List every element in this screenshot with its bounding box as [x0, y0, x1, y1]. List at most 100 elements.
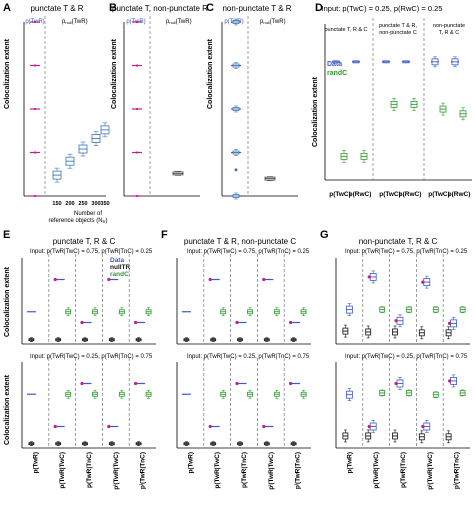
panel-f-input-bottom: Input: p(TwR|TwC) = 0.25, p(TwR|TnC) = 0…: [187, 354, 310, 360]
panel-d-sub3a: non-punctate: [433, 23, 465, 29]
panel-c-pnull-rest: (TwR): [270, 19, 286, 25]
panel-b-pnull-p: p: [166, 19, 170, 25]
panel-d-xtick-3: p(RwC): [399, 191, 422, 198]
panel-c-pnull-p: p: [260, 19, 264, 25]
panel-a-ptwr-dot-0: [33, 20, 37, 24]
panel-d-xtick-5: p(RwC): [448, 191, 471, 198]
panel-e-b-marker-4: [134, 381, 138, 386]
panel-f-xtick-1: p(TwR|TwC): [214, 452, 221, 489]
panel-letter-b: B: [109, 2, 117, 14]
panel-letter-g: G: [320, 229, 329, 241]
panel-f-marker-3: [262, 277, 266, 282]
panel-e-title: punctate T, R & C: [53, 237, 116, 246]
panel-e-xtick-0: p(TwR): [32, 452, 39, 474]
panel-f-xtick-4: pⁱ(TwR|TnC): [293, 452, 302, 489]
panel-f-marker-1: [208, 277, 212, 282]
panel-a-ptwr-dot-1: [33, 64, 37, 67]
panel-e-xtick-1: p(TwR|TwC): [59, 452, 66, 489]
panel-e-marker-1: [53, 277, 57, 282]
panel-a-xtick-4: 350: [100, 201, 109, 207]
panel-a-xlabel-2: reference objects (NR): [49, 218, 108, 224]
panel-b-ptwr-dot-0: [135, 20, 139, 24]
panel-e-input-top: Input: p(TwR|TwC) = 0.75, p(TwR|TnC) = 0…: [30, 249, 153, 255]
panel-b-pnull-rest: (TwR): [176, 19, 192, 25]
panel-f-b-marker-3: [262, 424, 266, 429]
panel-a-ptwr-dot-3: [33, 151, 37, 154]
panel-a-ptwr-dot-4: [33, 194, 37, 198]
panel-g-b-marker-1: [367, 424, 371, 429]
panel-d-legend-data: Data: [327, 61, 342, 68]
panel-f-b-marker-4: [289, 381, 293, 386]
panel-e-legend-rand: randC: [110, 271, 129, 278]
panel-d-input: Input: p(TwC) = 0.25, p(RwC) = 0.25: [322, 4, 443, 13]
panel-b-ptwr-dot-4: [135, 194, 139, 198]
panel-a-pnull-p: p: [62, 19, 66, 25]
panel-g-xtick-1: p(TwR|TwC): [373, 452, 380, 489]
panel-c-extra-dot: [234, 168, 238, 172]
panel-e-b-marker-3: [107, 424, 111, 429]
panel-g-input-bottom: Input: p(TwR|TwC) = 0.25, p(TwR|TnC) = 0…: [345, 354, 468, 360]
panel-g-xtick-2: p(TwR|TnC): [400, 452, 407, 488]
panel-c-label-pnull: pnull(TwR): [260, 19, 286, 25]
panel-letter-d: D: [315, 2, 323, 14]
panel-a-xlabel-end: ): [105, 218, 107, 224]
panel-e-xtick-2: p(TwR|TnC): [86, 452, 93, 488]
panel-g-input-top: Input: p(TwR|TwC) = 0.75, p(TwR|TnC) = 0…: [345, 249, 468, 255]
panel-f-b-marker-1: [208, 424, 212, 429]
panel-e-legend-data: Data: [110, 257, 124, 264]
panel-f-xtick-2: p(TwR|TnC): [241, 452, 248, 488]
panel-g-marker-4: [448, 321, 452, 325]
panel-d-ylabel: Colocalization extent: [312, 76, 319, 147]
panel-a-ylabel: Colocalization extent: [4, 38, 11, 109]
panel-e-marker-4: [134, 320, 138, 325]
panel-e-marker-2: [80, 320, 84, 325]
panel-f-title: punctate T & R, non-punctate C: [184, 237, 296, 246]
panel-d-xtick-4: p(TwC): [428, 191, 450, 198]
panel-e-b-marker-2: [80, 381, 84, 386]
panel-g-marker-2: [394, 319, 398, 323]
panel-d-sub2a: punctate T & R,: [379, 23, 417, 29]
panel-e-input-bottom: Input: p(TwR|TwC) = 0.25, p(TwR|TnC) = 0…: [30, 354, 153, 360]
panel-letter-a: A: [3, 2, 11, 14]
panel-g-b-marker-4: [448, 379, 452, 383]
panel-d-xtick-1: p(RwC): [349, 191, 372, 198]
panel-a-xtick-0: 150: [52, 201, 61, 207]
panel-a-xtick-3: 300: [91, 201, 100, 207]
panel-letter-e: E: [3, 229, 10, 241]
panel-a-xtick-1: 200: [65, 201, 74, 207]
panel-a-pnull-rest: (TwR): [72, 19, 88, 25]
panel-a-title: punctate T & R: [30, 4, 83, 13]
panel-letter-f: F: [161, 229, 168, 241]
panel-d-sub1: punctate T, R & C: [324, 27, 367, 33]
panel-g-xtick-4: pⁱ(TwR|TnC): [452, 452, 461, 489]
panel-g-xtick-0: p(TwR): [346, 452, 353, 474]
panel-e-xtick-4: pⁱ(TwR|TnC): [138, 452, 147, 489]
panel-c-ylabel: Colocalization extent: [207, 38, 214, 109]
panel-g-marker-3: [421, 280, 425, 284]
panel-letter-c: C: [206, 2, 214, 14]
panel-f-marker-2: [235, 320, 239, 325]
panel-e-ylabel-top: Colocalization extent: [4, 266, 11, 337]
panel-f-input-top: Input: p(TwR|TwC) = 0.75, p(TwR|TnC) = 0…: [187, 249, 310, 255]
panel-e-marker-3: [107, 277, 111, 282]
panel-e-xtick-3: pⁱ(TwR|TwC): [111, 452, 120, 490]
panel-a-label-pnull: pnull(TwR): [62, 19, 88, 25]
panel-c-title: non-punctate T & R: [222, 4, 291, 13]
panel-g-b-marker-3: [421, 424, 425, 429]
panel-g-xtick-3: pⁱ(TwR|TwC): [425, 452, 434, 490]
panel-a-xlabel-1: Number of: [74, 211, 102, 217]
panel-b-title: punctate T, non-punctate R: [112, 4, 208, 13]
panel-g-title: non-punctate T, R & C: [359, 237, 438, 246]
panel-b-label-pnull: pnull(TwR): [166, 19, 192, 25]
panel-d-xtick-2: p(TwC): [379, 191, 401, 198]
panel-a-pnull-sub: null: [65, 20, 71, 25]
panel-b-ptwr-dot-3: [135, 151, 139, 154]
panel-d-sub2b: non-punctate C: [379, 30, 417, 36]
panel-g-b-marker-2: [394, 381, 398, 386]
panel-b-ptwr-dot-2: [135, 107, 139, 111]
panel-e-legend-null: nullTR: [110, 264, 131, 271]
panel-b-ylabel: Colocalization extent: [111, 38, 118, 109]
panel-f-marker-4: [289, 320, 293, 325]
